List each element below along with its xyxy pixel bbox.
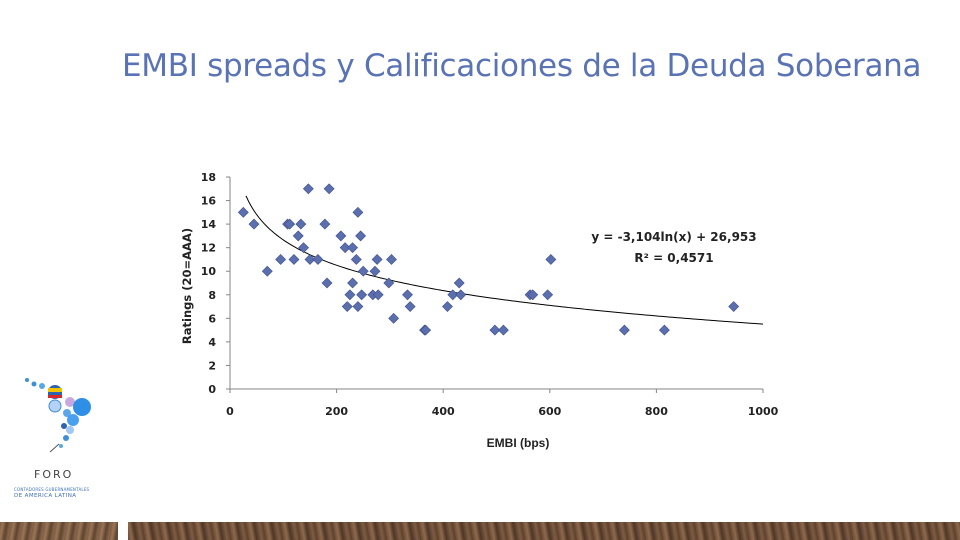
- data-point: [312, 254, 324, 265]
- data-point: [295, 218, 307, 230]
- y-tick-label: 2: [208, 359, 216, 372]
- x-tick-label: 400: [432, 405, 455, 418]
- y-tick-label: 12: [201, 242, 216, 255]
- x-tick-label: 0: [226, 405, 234, 418]
- data-point: [261, 265, 273, 277]
- y-tick-label: 14: [201, 218, 217, 231]
- y-tick-label: 10: [201, 265, 217, 278]
- x-axis-label: EMBI (bps): [487, 436, 550, 450]
- data-point: [347, 277, 359, 289]
- data-point: [453, 277, 465, 289]
- data-point: [335, 230, 347, 242]
- data-point: [339, 242, 351, 254]
- x-tick-label: 800: [645, 405, 668, 418]
- data-point: [402, 289, 413, 301]
- slide-title: EMBI spreads y Calificaciones de la Deud…: [122, 48, 922, 84]
- data-point: [447, 289, 459, 301]
- y-tick-labels: 0 2 4 6 8 10 12 14 16 18: [201, 171, 217, 396]
- data-point: [356, 289, 368, 301]
- data-point: [302, 183, 314, 195]
- y-tick-label: 8: [208, 289, 216, 302]
- y-tick-label: 6: [208, 312, 216, 325]
- x-tick-labels: 0 200 400 600 800 1000: [226, 405, 778, 418]
- data-point: [341, 301, 353, 312]
- x-tick-label: 600: [538, 405, 561, 418]
- data-point: [728, 301, 740, 312]
- decorative-band-right: [128, 522, 960, 540]
- data-points: [237, 183, 740, 336]
- logo-name: FORO: [34, 468, 74, 481]
- data-point: [388, 312, 400, 324]
- data-point: [321, 277, 333, 289]
- data-point: [542, 289, 554, 301]
- data-point: [489, 324, 501, 336]
- data-point: [372, 289, 384, 301]
- data-point: [355, 230, 367, 242]
- data-point: [237, 206, 249, 218]
- data-point: [404, 301, 416, 312]
- data-point: [371, 254, 383, 265]
- data-point: [369, 265, 381, 277]
- data-point: [319, 218, 331, 230]
- data-point: [347, 242, 359, 254]
- data-point: [275, 254, 287, 265]
- x-tick-label: 1000: [748, 405, 779, 418]
- foro-logo: [25, 378, 91, 453]
- y-tick-label: 18: [201, 171, 216, 184]
- trendline: [245, 195, 764, 325]
- data-point: [658, 324, 670, 336]
- data-point: [455, 289, 467, 301]
- y-tick-label: 4: [208, 336, 216, 349]
- data-point: [292, 230, 304, 242]
- data-point: [357, 265, 369, 277]
- decorative-band-left: [0, 522, 118, 540]
- data-point: [545, 254, 557, 265]
- r-squared-annotation: R² = 0,4571: [634, 251, 713, 265]
- data-point: [442, 301, 453, 312]
- data-point: [284, 218, 296, 230]
- data-point: [288, 254, 300, 265]
- data-point: [420, 324, 432, 336]
- data-point: [248, 218, 260, 230]
- chart-axes: [226, 176, 764, 393]
- data-point: [350, 254, 362, 265]
- data-point: [386, 254, 397, 265]
- logo-map-icon: [25, 378, 91, 453]
- data-point: [618, 324, 630, 336]
- y-axis-label: Ratings (20=AAA): [180, 228, 194, 344]
- logo-subtitle-1: CONTADORES GUBERNAMENTALES: [14, 487, 90, 492]
- data-point: [527, 289, 539, 301]
- data-point: [498, 324, 509, 336]
- y-tick-label: 16: [201, 195, 217, 208]
- data-point: [352, 301, 364, 312]
- logo-subtitle-2: DE AMERICA LATINA: [14, 493, 77, 499]
- x-tick-label: 200: [325, 405, 348, 418]
- data-point: [352, 206, 364, 218]
- data-point: [344, 289, 356, 301]
- y-tick-label: 0: [208, 383, 216, 396]
- data-point: [383, 277, 395, 289]
- data-point: [298, 242, 309, 254]
- equation-annotation: y = -3,104ln(x) + 26,953: [591, 230, 756, 244]
- data-point: [304, 254, 316, 265]
- data-point: [323, 183, 335, 195]
